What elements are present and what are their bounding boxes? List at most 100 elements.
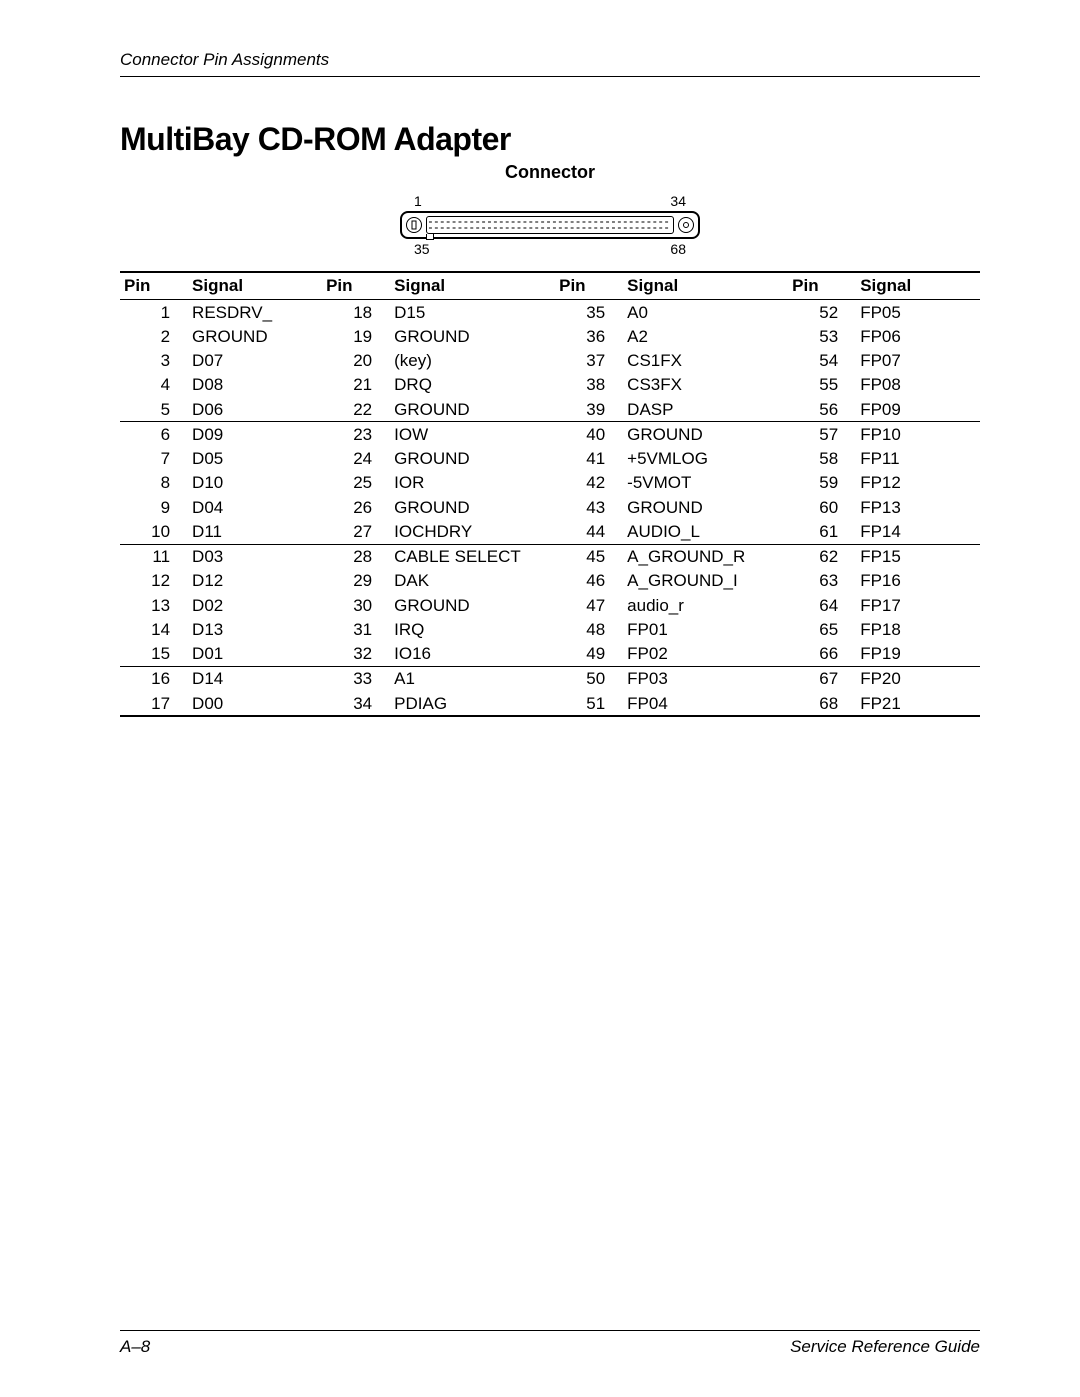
pin-cell: 13: [120, 593, 188, 617]
signal-cell: D01: [188, 642, 322, 667]
pin-cell: 23: [322, 422, 390, 447]
pin-cell: 8: [120, 471, 188, 495]
pin-cell: 42: [555, 471, 623, 495]
pin-cell: 31: [322, 617, 390, 641]
signal-cell: GROUND: [390, 447, 555, 471]
signal-cell: PDIAG: [390, 691, 555, 716]
page-title: MultiBay CD-ROM Adapter: [120, 121, 980, 158]
signal-cell: GROUND: [623, 422, 788, 447]
signal-cell: IOCHDRY: [390, 519, 555, 544]
pin-cell: 12: [120, 569, 188, 593]
signal-cell: D04: [188, 495, 322, 519]
signal-cell: D06: [188, 397, 322, 422]
pin-cell: 65: [788, 617, 856, 641]
table-caption: Connector: [120, 162, 980, 183]
pin-cell: 51: [555, 691, 623, 716]
signal-cell: D10: [188, 471, 322, 495]
pin-label-tl: 1: [414, 193, 422, 209]
signal-cell: D09: [188, 422, 322, 447]
table-row: 7D0524GROUND41+5VMLOG58FP11: [120, 447, 980, 471]
signal-cell: A_GROUND_I: [623, 569, 788, 593]
pin-cell: 4: [120, 373, 188, 397]
pin-cell: 27: [322, 519, 390, 544]
pin-cell: 61: [788, 519, 856, 544]
page: Connector Pin Assignments MultiBay CD-RO…: [0, 0, 1080, 1397]
pin-cell: 14: [120, 617, 188, 641]
signal-cell: A_GROUND_R: [623, 544, 788, 569]
signal-cell: D07: [188, 349, 322, 373]
signal-cell: CS3FX: [623, 373, 788, 397]
pin-label-bl: 35: [414, 241, 430, 257]
signal-cell: DAK: [390, 569, 555, 593]
pin-cell: 16: [120, 666, 188, 691]
signal-cell: FP12: [856, 471, 980, 495]
signal-cell: FP02: [623, 642, 788, 667]
signal-cell: D15: [390, 300, 555, 325]
pin-cell: 66: [788, 642, 856, 667]
th-pin: Pin: [788, 272, 856, 300]
signal-cell: D11: [188, 519, 322, 544]
pin-cell: 50: [555, 666, 623, 691]
signal-cell: FP13: [856, 495, 980, 519]
header-section: Connector Pin Assignments: [120, 50, 980, 77]
pin-cell: 41: [555, 447, 623, 471]
pin-cell: 63: [788, 569, 856, 593]
th-signal: Signal: [856, 272, 980, 300]
pin-cell: 34: [322, 691, 390, 716]
pin-cell: 68: [788, 691, 856, 716]
signal-cell: A2: [623, 324, 788, 348]
pin-cell: 22: [322, 397, 390, 422]
connector-body: [400, 211, 700, 239]
table-row: 2GROUND19GROUND36A253FP06: [120, 324, 980, 348]
signal-cell: FP17: [856, 593, 980, 617]
pin-cell: 9: [120, 495, 188, 519]
pin-cell: 28: [322, 544, 390, 569]
pin-label-tr: 34: [670, 193, 686, 209]
pin-cell: 24: [322, 447, 390, 471]
table-row: 17D0034PDIAG51FP0468FP21: [120, 691, 980, 716]
th-signal: Signal: [188, 272, 322, 300]
pin-cell: 39: [555, 397, 623, 422]
signal-cell: FP21: [856, 691, 980, 716]
table-row: 11D0328CABLE SELECT45A_GROUND_R62FP15: [120, 544, 980, 569]
pin-cell: 44: [555, 519, 623, 544]
connector-diagram: 1 34 35 68: [400, 193, 700, 257]
pin-cell: 29: [322, 569, 390, 593]
signal-cell: DASP: [623, 397, 788, 422]
th-signal: Signal: [390, 272, 555, 300]
table-header: Pin Signal Pin Signal Pin Signal Pin Sig…: [120, 272, 980, 300]
signal-cell: IOW: [390, 422, 555, 447]
signal-cell: GROUND: [390, 593, 555, 617]
page-footer: A–8 Service Reference Guide: [120, 1330, 980, 1357]
pin-cell: 54: [788, 349, 856, 373]
table-row: 4D0821DRQ38CS3FX55FP08: [120, 373, 980, 397]
signal-cell: FP18: [856, 617, 980, 641]
table-row: 5D0622GROUND39DASP56FP09: [120, 397, 980, 422]
signal-cell: GROUND: [390, 324, 555, 348]
table-group: 1RESDRV_18D1535A052FP052GROUND19GROUND36…: [120, 300, 980, 422]
signal-cell: FP08: [856, 373, 980, 397]
signal-cell: -5VMOT: [623, 471, 788, 495]
table-row: 16D1433A150FP0367FP20: [120, 666, 980, 691]
pin-cell: 40: [555, 422, 623, 447]
pin-cell: 52: [788, 300, 856, 325]
signal-cell: GROUND: [188, 324, 322, 348]
pin-cell: 11: [120, 544, 188, 569]
pin-cell: 30: [322, 593, 390, 617]
pin-cell: 35: [555, 300, 623, 325]
signal-cell: FP15: [856, 544, 980, 569]
signal-cell: FP01: [623, 617, 788, 641]
pin-cell: 56: [788, 397, 856, 422]
pin-cell: 1: [120, 300, 188, 325]
pin-cell: 47: [555, 593, 623, 617]
pin-cell: 59: [788, 471, 856, 495]
pin-cell: 33: [322, 666, 390, 691]
th-pin: Pin: [555, 272, 623, 300]
screw-icon: [406, 217, 422, 233]
pin-cell: 26: [322, 495, 390, 519]
pin-cell: 64: [788, 593, 856, 617]
table-row: 10D1127IOCHDRY44AUDIO_L61FP14: [120, 519, 980, 544]
pin-cell: 58: [788, 447, 856, 471]
pin-cell: 20: [322, 349, 390, 373]
screw-icon: [678, 217, 694, 233]
